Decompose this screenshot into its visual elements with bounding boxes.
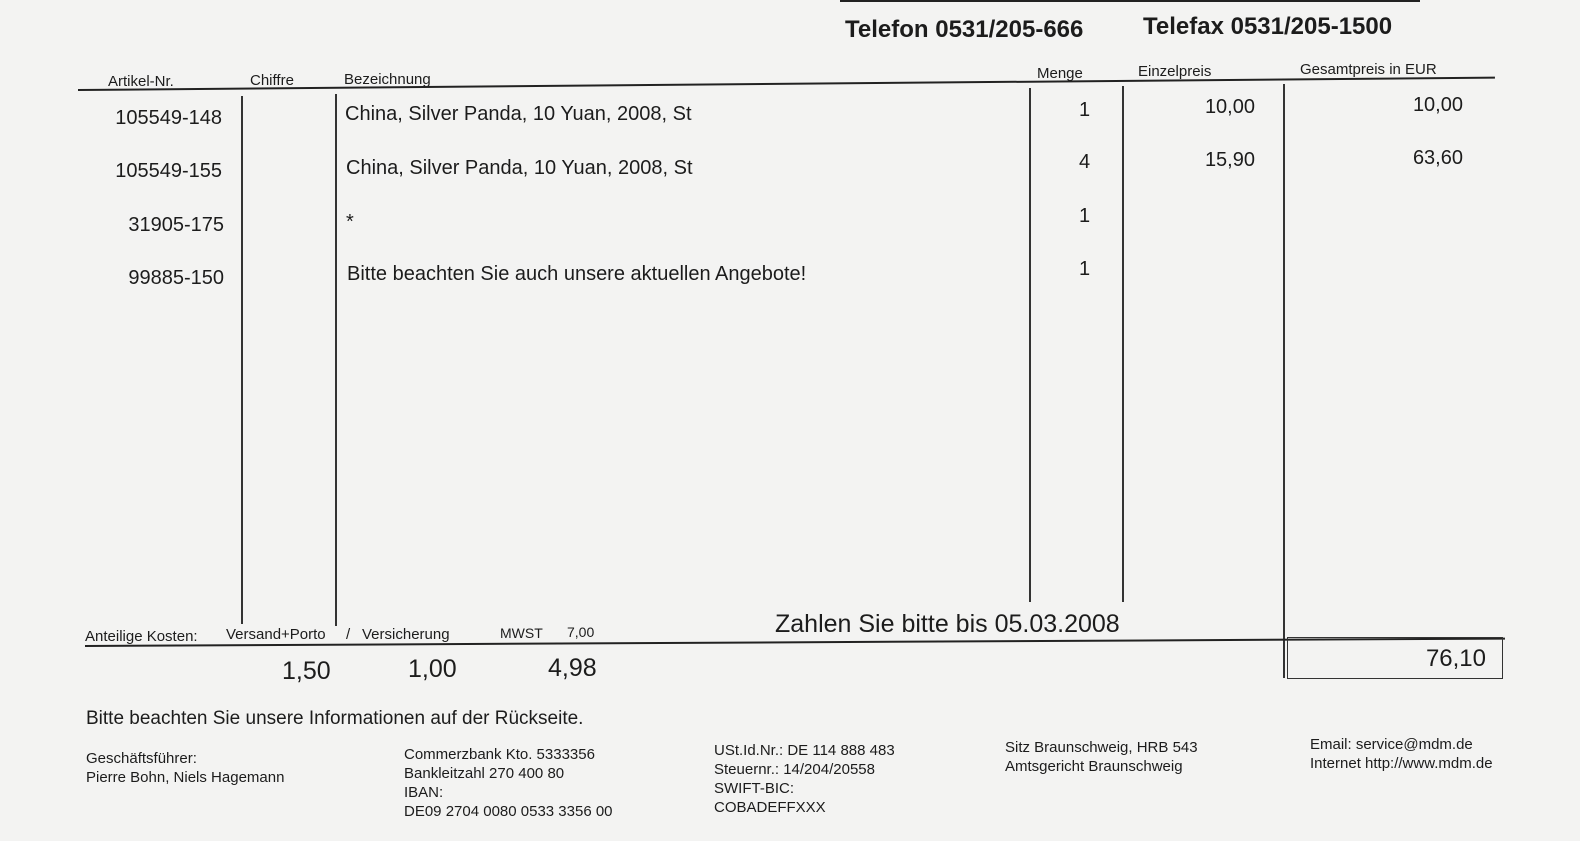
artikel-nr: 99885-150	[128, 267, 224, 289]
top-border	[840, 0, 1420, 2]
bezeichnung: Bitte beachten Sie auch unsere aktuellen…	[347, 263, 807, 285]
mwst-rate: 7,00	[567, 624, 595, 640]
gesamtpreis: 10,00	[1412, 94, 1463, 116]
footer-line: Sitz Braunschweig, HRB 543	[1005, 739, 1198, 756]
footer-line: DE09 2704 0080 0533 3356 00	[404, 803, 613, 820]
divider	[1122, 86, 1124, 602]
footer-registry: Sitz Braunschweig, HRB 543 Amtsgericht B…	[1005, 738, 1198, 776]
bezeichnung: China, Silver Panda, 10 Yuan, 2008, St	[345, 103, 692, 125]
footer-line: Amtsgericht Braunschweig	[1005, 758, 1183, 775]
email-link[interactable]: Email: service@mdm.de	[1310, 736, 1473, 753]
footer-contact: Email: service@mdm.de Internet http://ww…	[1310, 735, 1493, 773]
artikel-nr: 105549-155	[115, 160, 222, 182]
artikel-nr: 105549-148	[115, 107, 222, 129]
costs-label: Anteilige Kosten:	[85, 628, 198, 645]
col-menge: Menge	[1037, 65, 1083, 82]
fax: Telefax 0531/205-1500	[1143, 13, 1393, 40]
versicherung: 1,00	[408, 655, 457, 683]
footer-line: COBADEFFXXX	[714, 799, 826, 816]
col-einzelpreis: Einzelpreis	[1138, 63, 1212, 80]
mwst: 4,98	[548, 654, 597, 682]
footer-line: SWIFT-BIC:	[714, 780, 794, 797]
website-link[interactable]: Internet http://www.mdm.de	[1310, 755, 1493, 772]
menge: 1	[1079, 258, 1091, 280]
versand: 1,50	[282, 657, 331, 685]
footer-line: Geschäftsführer:	[86, 750, 197, 767]
gesamtpreis: 63,60	[1412, 147, 1463, 169]
footer-line: IBAN:	[404, 784, 444, 801]
menge: 1	[1079, 205, 1091, 227]
phone: Telefon 0531/205-666	[845, 16, 1084, 43]
total: 76,10	[1425, 645, 1486, 672]
footer-management: Geschäftsführer: Pierre Bohn, Niels Hage…	[86, 749, 284, 787]
versicherung-label: Versicherung	[362, 626, 450, 643]
footer-bank: Commerzbank Kto. 5333356 Bankleitzahl 27…	[404, 745, 613, 821]
notice: Bitte beachten Sie unsere Informationen …	[86, 708, 584, 729]
divider	[241, 96, 243, 624]
divider	[335, 94, 337, 626]
bezeichnung: *	[346, 211, 354, 233]
col-chiffre: Chiffre	[250, 72, 294, 89]
total-box	[1287, 637, 1503, 679]
footer-line: Commerzbank Kto. 5333356	[404, 746, 595, 763]
menge: 1	[1079, 99, 1091, 121]
divider	[1283, 84, 1285, 678]
footer-line: Pierre Bohn, Niels Hagemann	[86, 769, 285, 786]
col-artikel: Artikel-Nr.	[108, 73, 174, 90]
due-date: Zahlen Sie bitte bis 05.03.2008	[775, 610, 1120, 638]
mwst-label: MWST	[500, 625, 543, 641]
menge: 4	[1079, 151, 1091, 173]
footer-line: USt.Id.Nr.: DE 114 888 483	[714, 742, 895, 759]
artikel-nr: 31905-175	[128, 214, 224, 236]
col-bezeichnung: Bezeichnung	[344, 71, 431, 88]
col-gesamtpreis: Gesamtpreis in EUR	[1300, 61, 1437, 78]
einzelpreis: 15,90	[1204, 149, 1255, 171]
footer-line: Bankleitzahl 270 400 80	[404, 765, 565, 782]
sep: /	[346, 626, 351, 643]
versand-label: Versand+Porto	[226, 626, 326, 643]
divider	[1029, 88, 1031, 602]
footer-tax: USt.Id.Nr.: DE 114 888 483 Steuernr.: 14…	[714, 741, 895, 817]
footer-line: Steuernr.: 14/204/20558	[714, 761, 875, 778]
bezeichnung: China, Silver Panda, 10 Yuan, 2008, St	[346, 157, 693, 179]
einzelpreis: 10,00	[1204, 96, 1255, 118]
